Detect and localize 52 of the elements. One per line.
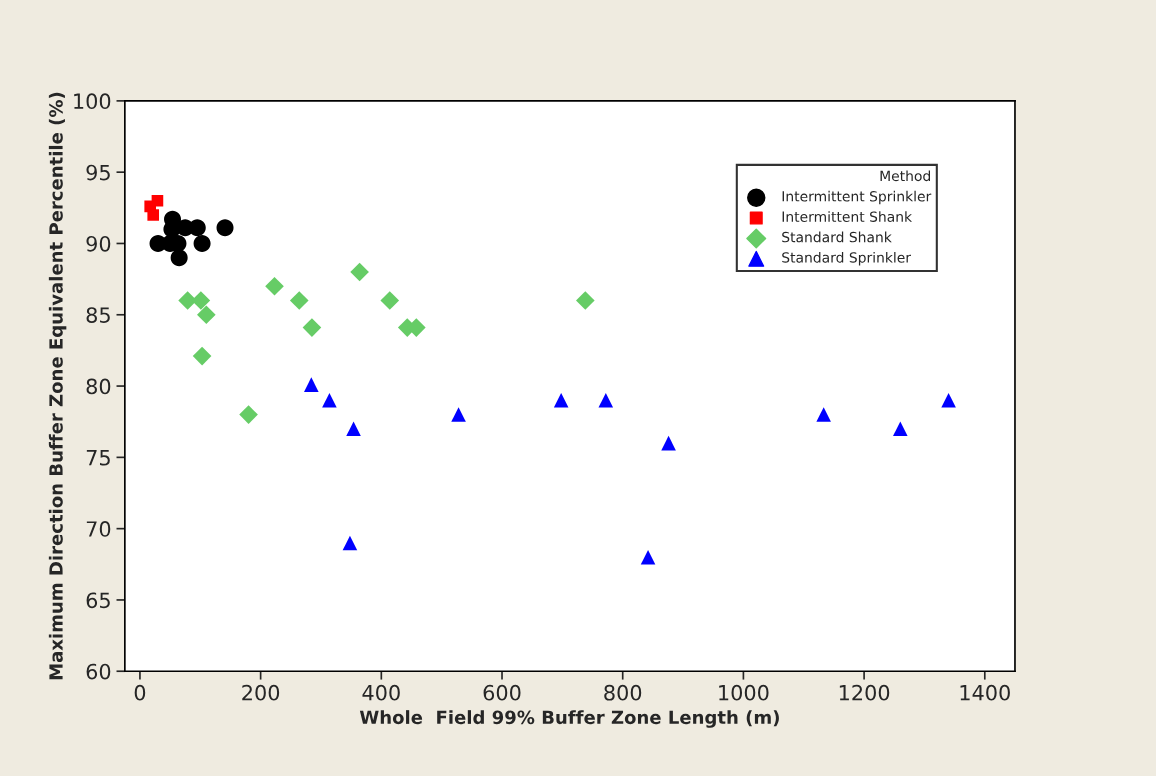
- y-tick-label: 90: [86, 235, 111, 252]
- point: [193, 234, 211, 252]
- point: [302, 318, 322, 337]
- point: [239, 405, 258, 424]
- point: [147, 209, 160, 221]
- y-tick-label: 85: [86, 307, 110, 323]
- point: [151, 194, 164, 207]
- point: [322, 393, 337, 408]
- y-tick-label: 80: [86, 378, 111, 395]
- x-tick-label: 200: [242, 684, 280, 701]
- point: [289, 291, 309, 310]
- y-tick-label: 70: [86, 521, 111, 537]
- legend-label: Standard Shank: [782, 231, 892, 243]
- point: [661, 435, 676, 451]
- point: [941, 393, 956, 408]
- x-tick-label: 800: [604, 684, 642, 701]
- y-tick-label: 60: [86, 663, 111, 680]
- y-tick-label: 95: [86, 164, 110, 181]
- point: [640, 549, 656, 565]
- point: [192, 346, 212, 366]
- point: [598, 393, 614, 408]
- x-tick-label: 1000: [719, 684, 769, 701]
- legend-label: Intermittent Shank: [782, 211, 913, 222]
- y-axis-title: Maximum Direction Buffer Zone Equivalent Percentile (%): [48, 92, 67, 680]
- legend-label: Standard Sprinkler: [782, 251, 912, 266]
- point: [170, 249, 188, 267]
- point: [893, 421, 908, 437]
- point: [265, 276, 284, 296]
- x-tick-label: 400: [362, 684, 400, 701]
- point: [191, 291, 211, 310]
- point: [304, 377, 319, 392]
- y-tick-label: 100: [74, 93, 111, 110]
- point: [575, 291, 595, 310]
- x-axis-title: Whole Field 99% Buffer Zone Length (m): [359, 710, 779, 728]
- point: [216, 219, 234, 237]
- legend-label: Intermittent Sprinkler: [782, 190, 932, 205]
- point: [553, 393, 569, 408]
- point: [380, 291, 400, 310]
- x-tick-label: 1200: [839, 684, 890, 701]
- x-tick-label: 1400: [960, 684, 1010, 701]
- point: [451, 407, 466, 422]
- point: [816, 407, 831, 422]
- point: [350, 262, 369, 282]
- y-tick-label: 65: [86, 592, 110, 609]
- legend-title: Method: [880, 170, 930, 182]
- x-tick-label: 600: [483, 684, 521, 701]
- point: [342, 535, 358, 551]
- point: [346, 421, 361, 437]
- point: [197, 305, 216, 325]
- y-tick-label: 75: [86, 450, 110, 466]
- x-tick-label: 0: [134, 684, 146, 701]
- point: [178, 291, 197, 310]
